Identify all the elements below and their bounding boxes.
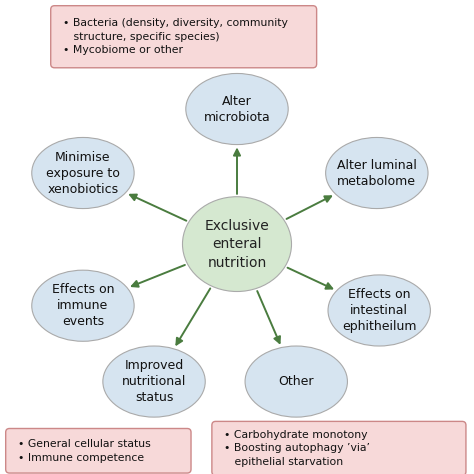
Ellipse shape bbox=[103, 346, 205, 417]
Text: Alter
microbiota: Alter microbiota bbox=[204, 94, 270, 124]
Ellipse shape bbox=[32, 270, 134, 341]
Ellipse shape bbox=[328, 275, 430, 346]
Text: • Bacteria (density, diversity, community
   structure, specific species)
• Myco: • Bacteria (density, diversity, communit… bbox=[63, 18, 288, 55]
Ellipse shape bbox=[326, 137, 428, 209]
Text: Effects on
intestinal
ephitheilum: Effects on intestinal ephitheilum bbox=[342, 288, 417, 333]
Text: Effects on
immune
events: Effects on immune events bbox=[52, 283, 114, 328]
FancyBboxPatch shape bbox=[212, 421, 466, 474]
Text: Other: Other bbox=[279, 375, 314, 388]
Ellipse shape bbox=[245, 346, 347, 417]
Ellipse shape bbox=[182, 197, 292, 292]
Text: Minimise
exposure to
xenobiotics: Minimise exposure to xenobiotics bbox=[46, 151, 120, 195]
Ellipse shape bbox=[186, 73, 288, 145]
FancyBboxPatch shape bbox=[51, 6, 317, 68]
Text: Improved
nutritional
status: Improved nutritional status bbox=[122, 359, 186, 404]
Text: Alter luminal
metabolome: Alter luminal metabolome bbox=[337, 158, 417, 188]
Text: • Carbohydrate monotony
• Boosting autophagy ’via’
   epithelial starvation: • Carbohydrate monotony • Boosting autop… bbox=[224, 430, 370, 467]
Text: • General cellular status
• Immune competence: • General cellular status • Immune compe… bbox=[18, 439, 151, 463]
Text: Exclusive
enteral
nutrition: Exclusive enteral nutrition bbox=[205, 219, 269, 270]
Ellipse shape bbox=[32, 137, 134, 209]
FancyBboxPatch shape bbox=[6, 428, 191, 473]
